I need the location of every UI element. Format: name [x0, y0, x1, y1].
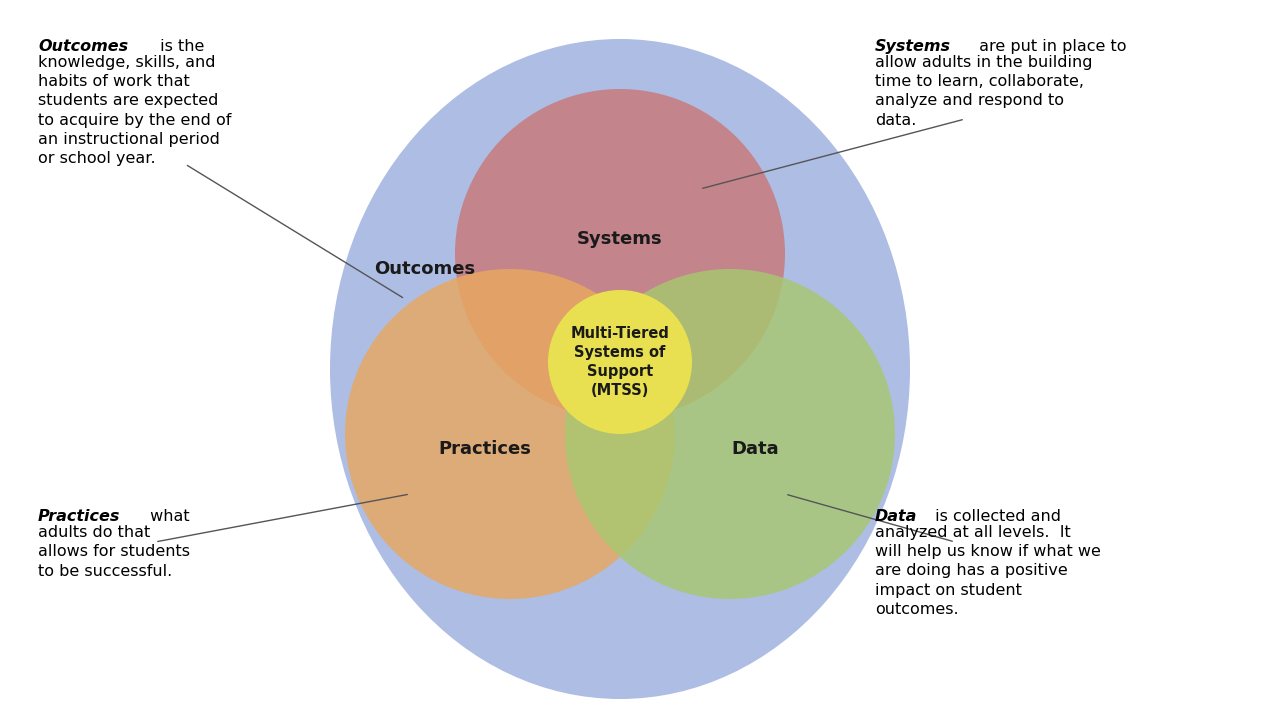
- Ellipse shape: [330, 39, 910, 699]
- Text: Practices: Practices: [38, 509, 120, 524]
- Text: Data: Data: [731, 440, 778, 458]
- Text: Systems: Systems: [577, 230, 663, 248]
- Circle shape: [346, 269, 675, 599]
- Text: Practices: Practices: [439, 440, 531, 458]
- Text: analyzed at all levels.  It
will help us know if what we
are doing has a positiv: analyzed at all levels. It will help us …: [876, 525, 1101, 617]
- Text: knowledge, skills, and
habits of work that
students are expected
to acquire by t: knowledge, skills, and habits of work th…: [38, 55, 232, 166]
- Text: Systems: Systems: [876, 39, 951, 54]
- Text: allow adults in the building
time to learn, collaborate,
analyze and respond to
: allow adults in the building time to lea…: [876, 55, 1093, 127]
- Text: Outcomes: Outcomes: [375, 260, 476, 278]
- Text: is collected and: is collected and: [931, 509, 1061, 524]
- Circle shape: [548, 290, 692, 434]
- Text: Multi-Tiered
Systems of
Support
(MTSS): Multi-Tiered Systems of Support (MTSS): [571, 326, 669, 398]
- Circle shape: [454, 89, 785, 419]
- Circle shape: [564, 269, 895, 599]
- Text: adults do that
allows for students
to be successful.: adults do that allows for students to be…: [38, 525, 189, 578]
- Text: are put in place to: are put in place to: [974, 39, 1126, 54]
- Text: Outcomes: Outcomes: [38, 39, 128, 54]
- Text: Data: Data: [876, 509, 918, 524]
- Text: is the: is the: [155, 39, 205, 54]
- Text: what: what: [145, 509, 189, 524]
